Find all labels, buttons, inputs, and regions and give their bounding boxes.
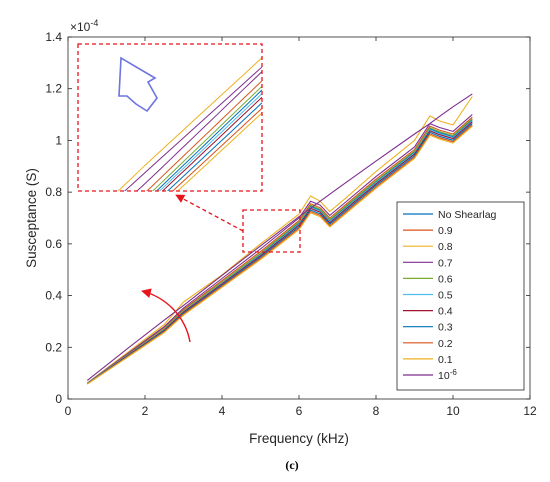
legend-label: 0.9	[438, 225, 453, 237]
y-tick-label: 0.6	[45, 237, 62, 251]
legend-label: No Shearlag	[438, 209, 497, 221]
legend-label: 0.1	[438, 354, 453, 366]
legend-label: 10-6	[438, 368, 457, 382]
inset-series-line	[158, 93, 262, 191]
y-axis-label: Susceptance (S)	[24, 168, 39, 268]
inset-series-line	[136, 71, 262, 191]
x-tick-label: 4	[219, 404, 226, 418]
inset-series-line	[172, 107, 262, 191]
x-tick-label: 0	[65, 404, 72, 418]
y-tick-label: 0.2	[45, 340, 62, 354]
inset-series-line	[152, 85, 262, 191]
y-tick-label: 1.4	[45, 30, 62, 44]
inset-series-line	[146, 80, 262, 191]
figure-caption: (c)	[285, 458, 298, 472]
inset-background	[78, 44, 262, 191]
inset-border	[77, 43, 263, 192]
series-line	[86, 118, 473, 384]
x-tick-label: 2	[142, 404, 149, 418]
legend-label: 0.3	[438, 322, 453, 334]
y-tick-label: 1	[55, 133, 62, 147]
y-tick-label: 0.4	[45, 289, 62, 303]
series-line	[86, 121, 473, 385]
inset-series-line	[117, 57, 262, 191]
series-line	[86, 93, 473, 381]
inset-series-line	[161, 96, 262, 191]
y-tick-label: 0.8	[45, 185, 62, 199]
series-line	[86, 116, 473, 384]
inset-series-line	[176, 112, 262, 191]
inset-series-line	[166, 102, 262, 191]
y-tick-label: 0	[55, 392, 62, 406]
inset-series-line	[124, 66, 262, 191]
series-line	[86, 125, 473, 385]
series-group	[86, 93, 473, 385]
x-tick-label: 6	[296, 404, 303, 418]
series-line	[86, 122, 473, 385]
legend-label: 0.8	[438, 241, 453, 253]
legend-label: 0.2	[438, 338, 453, 350]
x-axis-label: Frequency (kHz)	[249, 431, 349, 446]
inset-lines	[117, 57, 262, 191]
x-axis-ticks: 0 2 4 6 8 10 12	[65, 37, 537, 418]
legend: No Shearlag 0.9 0.8 0.7 0.6 0.5 0.4 0.3 0.2 0.1 10…	[396, 201, 525, 391]
legend-label: 0.6	[438, 273, 453, 285]
x-tick-label: 10	[446, 404, 460, 418]
x-tick-label: 12	[523, 404, 537, 418]
inset-trend-arrow	[118, 56, 158, 113]
y-exponent-label: ×10-4	[70, 18, 98, 34]
legend-label: 0.5	[438, 290, 453, 302]
y-axis-ticks: 0 0.2 0.4 0.6 0.8 1 1.2 1.4	[45, 30, 530, 406]
y-tick-label: 1.2	[45, 82, 62, 96]
x-tick-label: 8	[373, 404, 380, 418]
zoom-pointer-arrow	[175, 194, 244, 232]
trend-arrow	[141, 288, 191, 343]
legend-label: 0.4	[438, 306, 453, 318]
inset-series-line	[155, 89, 262, 191]
legend-label: 0.7	[438, 257, 453, 269]
series-line	[86, 124, 473, 385]
